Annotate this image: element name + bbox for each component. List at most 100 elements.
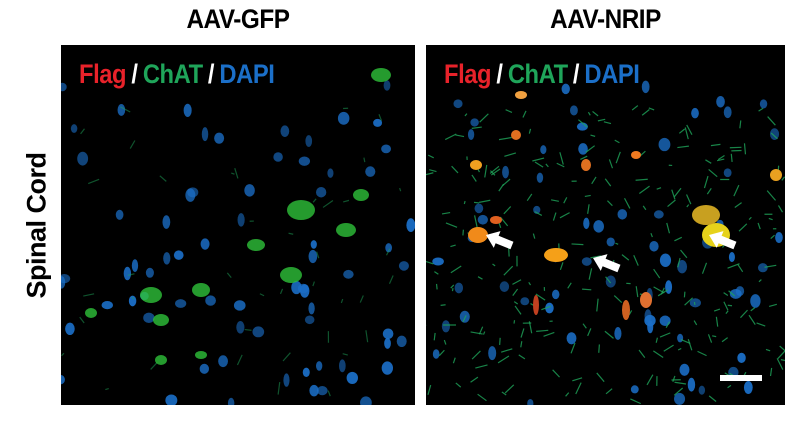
legend-separator: /: [131, 59, 138, 89]
dapi-nucleus: [545, 302, 554, 314]
chat-fiber: [434, 271, 439, 275]
dapi-nucleus: [101, 301, 113, 310]
chat-fiber: [710, 143, 721, 147]
flag-chat-neuron: [692, 205, 720, 225]
dapi-nucleus: [606, 237, 615, 247]
dapi-nucleus: [201, 127, 209, 142]
chat-fiber: [492, 263, 496, 267]
dapi-nucleus: [617, 209, 628, 220]
chat-fiber: [603, 121, 612, 125]
dapi-nucleus: [454, 282, 464, 294]
chat-fiber: [567, 282, 572, 289]
chat-fiber: [608, 159, 614, 169]
chat-fiber: [463, 200, 466, 205]
dapi-nucleus: [305, 135, 313, 147]
flag-chat-neuron: [490, 216, 502, 224]
flag-chat-neuron: [533, 295, 539, 315]
chat-fiber: [770, 132, 778, 140]
chat-fiber: [131, 296, 135, 300]
chat-fiber: [739, 120, 742, 129]
chat-fiber: [706, 187, 712, 195]
chat-neuron: [153, 314, 169, 326]
chat-fiber: [705, 159, 712, 164]
flag-chat-neuron: [468, 227, 488, 243]
chat-fiber: [504, 152, 517, 157]
chat-fiber: [756, 322, 766, 327]
chat-fiber: [499, 337, 501, 345]
chat-fiber: [750, 307, 756, 312]
dapi-nucleus: [143, 312, 155, 324]
chat-fiber: [638, 349, 646, 358]
chat-fiber: [677, 347, 682, 351]
dapi-nucleus: [453, 99, 463, 109]
chat-fiber: [650, 233, 653, 238]
dapi-nucleus: [128, 295, 137, 307]
chat-fiber: [613, 295, 623, 304]
chat-fiber: [587, 111, 591, 116]
chat-fiber: [777, 350, 785, 359]
dapi-nucleus: [327, 168, 334, 178]
chat-fiber: [322, 199, 334, 208]
chat-fiber: [288, 232, 294, 235]
chat-fiber: [672, 375, 676, 382]
dapi-nucleus: [477, 214, 488, 225]
chat-fiber: [526, 193, 533, 202]
dapi-nucleus: [385, 243, 393, 253]
dapi-nucleus: [576, 122, 588, 131]
chat-fiber: [659, 332, 671, 338]
chat-fiber: [748, 216, 752, 221]
legend-chat: ChAT: [142, 59, 203, 89]
chat-fiber: [575, 382, 582, 395]
chat-fiber: [559, 262, 564, 271]
chat-fiber: [534, 211, 543, 216]
chat-fiber: [512, 279, 522, 285]
dapi-nucleus: [614, 327, 622, 340]
dapi-nucleus: [360, 396, 372, 405]
chat-fiber: [473, 215, 478, 229]
chat-fiber: [733, 184, 740, 197]
chat-fiber: [464, 113, 468, 117]
dapi-nucleus: [381, 361, 394, 375]
dapi-nucleus: [70, 124, 78, 133]
dapi-nucleus: [551, 289, 560, 300]
chat-fiber: [712, 335, 717, 338]
chat-fiber: [343, 199, 350, 203]
dapi-nucleus: [520, 297, 530, 306]
chat-fiber: [686, 204, 690, 208]
chat-fiber: [282, 352, 291, 362]
chat-fiber: [340, 298, 344, 304]
chat-fiber: [631, 105, 639, 111]
dapi-nucleus: [337, 111, 350, 125]
chat-fiber: [127, 273, 135, 277]
dapi-nucleus: [365, 166, 376, 177]
dapi-nucleus: [467, 129, 475, 140]
flag-chat-neuron: [511, 130, 521, 140]
chat-fiber: [490, 168, 501, 176]
dapi-nucleus: [309, 384, 319, 397]
chat-neuron: [140, 287, 162, 303]
chat-fiber: [451, 287, 454, 292]
chat-fiber: [312, 281, 315, 287]
dapi-nucleus: [502, 165, 509, 179]
chat-neuron: [371, 68, 391, 82]
dapi-nucleus: [665, 280, 673, 294]
chat-fiber: [663, 344, 674, 352]
chat-fiber: [623, 197, 631, 209]
chat-fiber: [588, 268, 593, 280]
chat-fiber: [701, 262, 708, 274]
microscopy-panel-nrip: Flag / ChAT / DAPI: [426, 45, 785, 405]
chat-neuron: [192, 283, 210, 297]
chat-fiber: [545, 163, 549, 168]
flag-chat-neuron: [544, 248, 568, 262]
chat-fiber: [490, 170, 496, 176]
chat-fiber: [674, 236, 683, 242]
chat-fiber: [642, 205, 647, 211]
dapi-nucleus: [115, 209, 124, 220]
flag-chat-neuron: [622, 300, 630, 320]
chat-fiber: [777, 205, 784, 213]
chat-neuron: [353, 189, 369, 201]
chat-fiber: [236, 354, 243, 366]
chat-fiber: [646, 374, 654, 386]
chat-fiber: [427, 154, 434, 159]
microscopy-panel-gfp: Flag / ChAT / DAPI: [61, 45, 415, 405]
